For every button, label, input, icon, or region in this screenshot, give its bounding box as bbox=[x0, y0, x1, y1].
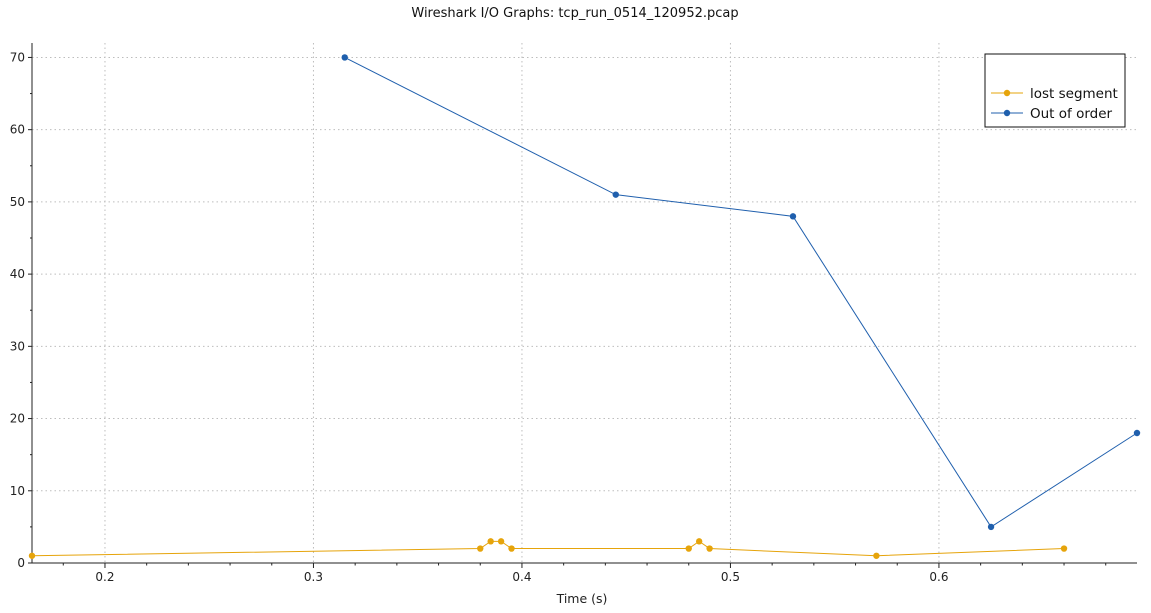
y-tick-label: 50 bbox=[10, 195, 25, 209]
y-tick-label: 20 bbox=[10, 412, 25, 426]
data-point bbox=[987, 523, 995, 531]
chart-title: Wireshark I/O Graphs: tcp_run_0514_12095… bbox=[411, 6, 738, 21]
x-tick-label: 0.3 bbox=[304, 570, 323, 584]
data-point bbox=[685, 545, 692, 552]
x-tick-label: 0.5 bbox=[721, 570, 740, 584]
y-tick-label: 70 bbox=[10, 50, 25, 64]
x-tick-label: 0.4 bbox=[512, 570, 531, 584]
data-point bbox=[789, 213, 797, 220]
legend-entry-label: lost segment bbox=[1030, 86, 1118, 102]
data-point bbox=[477, 545, 484, 552]
data-point bbox=[341, 54, 348, 61]
data-point bbox=[1133, 429, 1141, 437]
x-tick-label: 0.6 bbox=[929, 570, 948, 584]
data-point bbox=[1060, 545, 1068, 552]
x-tick-label: 0.2 bbox=[95, 570, 114, 584]
data-point bbox=[873, 552, 880, 559]
x-axis-label: Time (s) bbox=[556, 591, 608, 606]
series-line bbox=[31, 540, 1065, 557]
legend: lost segment Out of order bbox=[984, 53, 1126, 128]
y-tick-label: 30 bbox=[10, 339, 25, 353]
series-line bbox=[344, 56, 1138, 528]
legend-swatch-marker bbox=[1003, 109, 1011, 117]
series-layer bbox=[28, 54, 1141, 559]
grid-layer bbox=[32, 43, 1137, 563]
data-point bbox=[487, 538, 494, 545]
y-tick-label: 40 bbox=[10, 267, 25, 281]
y-tick-label: 0 bbox=[17, 556, 25, 570]
data-point bbox=[508, 545, 515, 552]
axes-layer: 0 10 20 30 40 50 60 70 0.2 0.3 0.4 0.5 0.6 bbox=[10, 43, 1137, 584]
legend-swatch-marker bbox=[1003, 89, 1011, 97]
legend-entry-label: Out of order bbox=[1030, 106, 1113, 122]
data-point bbox=[28, 552, 36, 559]
y-tick-label: 60 bbox=[10, 123, 25, 137]
data-point bbox=[695, 538, 703, 545]
data-point bbox=[706, 545, 713, 552]
y-tick-label: 10 bbox=[10, 484, 25, 498]
data-point bbox=[612, 191, 619, 198]
data-point bbox=[497, 538, 505, 545]
